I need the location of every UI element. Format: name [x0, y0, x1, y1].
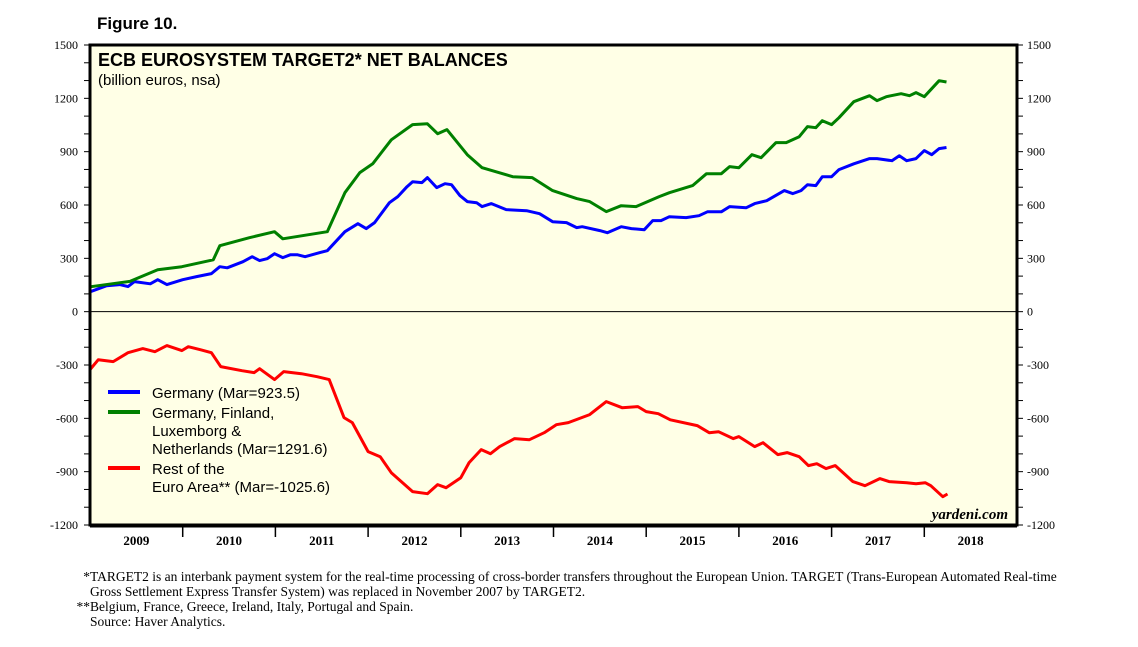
x-tick-label: 2018 — [958, 533, 985, 548]
x-tick-label: 2014 — [587, 533, 614, 548]
y-tick-label-right: 1200 — [1027, 91, 1051, 105]
legend-label-1: Germany, Finland, — [152, 405, 274, 422]
figure-label: Figure 10. — [97, 14, 178, 33]
source-text: Source: Haver Analytics. — [90, 614, 226, 629]
y-tick-label-left: -300 — [56, 358, 78, 372]
footnote-text: TARGET2 is an interbank payment system f… — [90, 569, 1057, 599]
x-tick-label: 2011 — [309, 533, 334, 548]
series-line-2 — [88, 344, 949, 499]
x-tick-label: 2010 — [216, 533, 242, 548]
legend-label-1: Luxemborg & — [152, 423, 241, 440]
y-tick-label-left: 1500 — [54, 38, 78, 52]
x-tick-label: 2017 — [865, 533, 892, 548]
x-tick-label: 2015 — [680, 533, 707, 548]
y-tick-label-left: -600 — [56, 411, 78, 425]
legend-label-0: Germany (Mar=923.5) — [152, 385, 300, 402]
x-tick-label: 2009 — [123, 533, 150, 548]
footnote-source: Source: Haver Analytics. — [60, 614, 1090, 629]
y-tick-label-right: -900 — [1027, 465, 1049, 479]
series-line-1 — [89, 79, 947, 289]
x-tick-label: 2016 — [772, 533, 799, 548]
y-tick-label-right: -300 — [1027, 358, 1049, 372]
y-tick-label-right: 1500 — [1027, 38, 1051, 52]
plot-background — [90, 45, 1017, 525]
y-tick-label-right: 300 — [1027, 251, 1045, 265]
plot-frame — [88, 43, 1019, 527]
footnote-mark: * — [83, 569, 90, 584]
chart-title: ECB EUROSYSTEM TARGET2* NET BALANCES — [98, 50, 508, 70]
y-tick-label-left: -1200 — [50, 518, 78, 532]
footnote-text: Belgium, France, Greece, Ireland, Italy,… — [90, 599, 414, 614]
x-tick-label: 2013 — [494, 533, 521, 548]
y-tick-label-left: -900 — [56, 465, 78, 479]
legend-label-2: Euro Area** (Mar=-1025.6) — [152, 479, 330, 496]
y-tick-label-right: -1200 — [1027, 518, 1055, 532]
y-tick-label-left: 1200 — [54, 91, 78, 105]
y-tick-label-left: 900 — [60, 145, 78, 159]
legend-label-2: Rest of the — [152, 461, 225, 478]
x-tick-label: 2012 — [401, 533, 427, 548]
y-tick-label-right: 600 — [1027, 198, 1045, 212]
y-tick-label-right: 900 — [1027, 145, 1045, 159]
legend-label-1: Netherlands (Mar=1291.6) — [152, 441, 328, 458]
y-tick-label-left: 300 — [60, 251, 78, 265]
y-tick-label-left: 600 — [60, 198, 78, 212]
footnote-mark: ** — [76, 599, 91, 614]
target2-chart: 1500 1500 1200 1200 900 900 600 600 300 300 0 0 -300… — [50, 38, 1055, 548]
series-line-0 — [89, 146, 947, 294]
watermark: yardeni.com — [930, 507, 1008, 523]
y-tick-label-right: 0 — [1027, 305, 1033, 319]
footnote-2: ** Belgium, France, Greece, Ireland, Ita… — [60, 599, 1090, 614]
y-tick-label-left: 0 — [72, 305, 78, 319]
footnote-1: * TARGET2 is an interbank payment system… — [60, 569, 1090, 599]
chart-subtitle: (billion euros, nsa) — [98, 72, 221, 89]
y-tick-label-right: -600 — [1027, 411, 1049, 425]
